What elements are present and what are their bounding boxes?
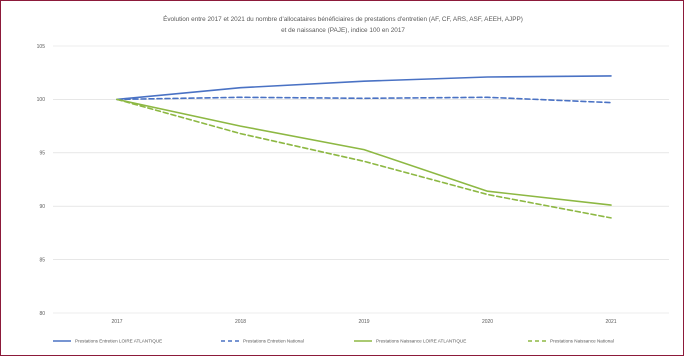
x-tick-label: 2020 [482,319,493,325]
x-axis-tick-labels: 2017 2018 2019 2020 2021 [111,319,616,325]
y-tick-label: 105 [37,44,46,50]
chart-title-line-2: et de naissance (PAJE), indice 100 en 20… [281,27,405,34]
chart-title-line-1: Évolution entre 2017 et 2021 du nombre d… [163,14,523,23]
x-tick-label: 2017 [111,319,122,325]
x-tick-label: 2021 [605,319,616,325]
y-tick-label: 100 [37,97,46,103]
x-tick-label: 2018 [235,319,246,325]
legend-label: Prestations Entretien LOIRE ATLANTIQUE [75,339,162,344]
chart-title: Évolution entre 2017 et 2021 du nombre d… [163,14,523,34]
legend-label: Prestations Entretien National [243,339,304,344]
series-line-2 [116,96,612,104]
series-line-3 [116,98,612,206]
y-tick-label: 90 [39,204,45,210]
legend-label: Prestations Naissance LOIRE ATLANTIQUE [376,339,466,344]
series-line-1 [116,75,612,101]
x-tick-label: 2019 [358,319,369,325]
legend-label: Prestations Naissance National [550,339,614,344]
series-lines [116,75,612,219]
y-tick-label: 85 [39,257,45,263]
y-gridlines [53,45,669,314]
series-line-4 [116,98,612,219]
y-tick-label: 80 [39,311,45,317]
y-axis-tick-labels: 105 100 95 90 85 80 [37,44,46,317]
legend: Prestations Entretien LOIRE ATLANTIQUE Pr… [53,339,614,344]
y-tick-label: 95 [39,151,45,157]
